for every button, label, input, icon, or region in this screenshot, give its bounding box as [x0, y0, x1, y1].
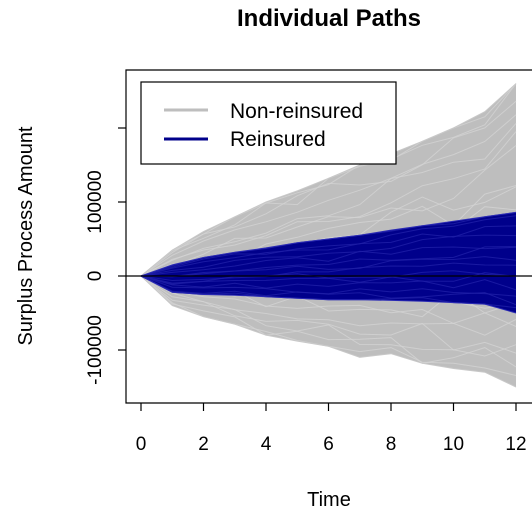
legend-label-non-reinsured: Non-reinsured [230, 100, 363, 123]
y-tick-label: 100000 [85, 170, 106, 233]
series-boundary-upper-reinsured [140, 211, 517, 277]
series-envelope-non-reinsured [141, 83, 516, 387]
series-path-non-reinsured [140, 275, 517, 368]
series-path-reinsured [140, 246, 517, 278]
series-path-reinsured [140, 275, 517, 306]
series-path-non-reinsured [140, 114, 517, 277]
x-tick-label: 6 [323, 434, 334, 455]
x-tick-label: 12 [505, 434, 526, 455]
series-path-non-reinsured [140, 131, 517, 277]
series-path-reinsured [140, 275, 517, 297]
series-path-reinsured [140, 225, 517, 277]
series-path-reinsured [140, 262, 517, 282]
series-reinsured [140, 211, 517, 314]
series-boundary-upper-non-reinsured [140, 83, 517, 277]
x-tick-label: 0 [136, 434, 147, 455]
series-path-reinsured [140, 215, 517, 277]
series-path-non-reinsured [140, 275, 517, 327]
legend-label-reinsured: Reinsured [230, 128, 326, 151]
y-tick-label: -100000 [85, 315, 106, 385]
series-path-reinsured [140, 234, 517, 277]
series-boundary-lower-non-reinsured [140, 275, 517, 388]
series-path-reinsured [140, 246, 517, 277]
series-path-reinsured [140, 275, 517, 291]
legend: Non-reinsured Reinsured [140, 81, 397, 165]
legend-box [140, 81, 397, 165]
y-axis-label: Surplus Process Amount [15, 126, 37, 345]
data-layer [140, 83, 517, 388]
x-axis: 0 2 4 6 8 10 12 [136, 403, 527, 455]
x-tick-label: 4 [261, 434, 272, 455]
series-path-non-reinsured [140, 123, 517, 277]
series-path-reinsured [140, 270, 517, 284]
x-tick-label: 2 [198, 434, 209, 455]
y-tick-label: 0 [85, 271, 106, 282]
x-axis-label: Time [307, 489, 351, 511]
x-tick-label: 8 [386, 434, 397, 455]
series-boundary-lower-reinsured [140, 275, 517, 314]
x-tick-label: 10 [443, 434, 464, 455]
series-path-reinsured [140, 256, 517, 278]
series-path-non-reinsured [140, 145, 517, 277]
chart-title: Individual Paths [237, 5, 421, 32]
y-axis: -100000 0 100000 [85, 127, 126, 385]
